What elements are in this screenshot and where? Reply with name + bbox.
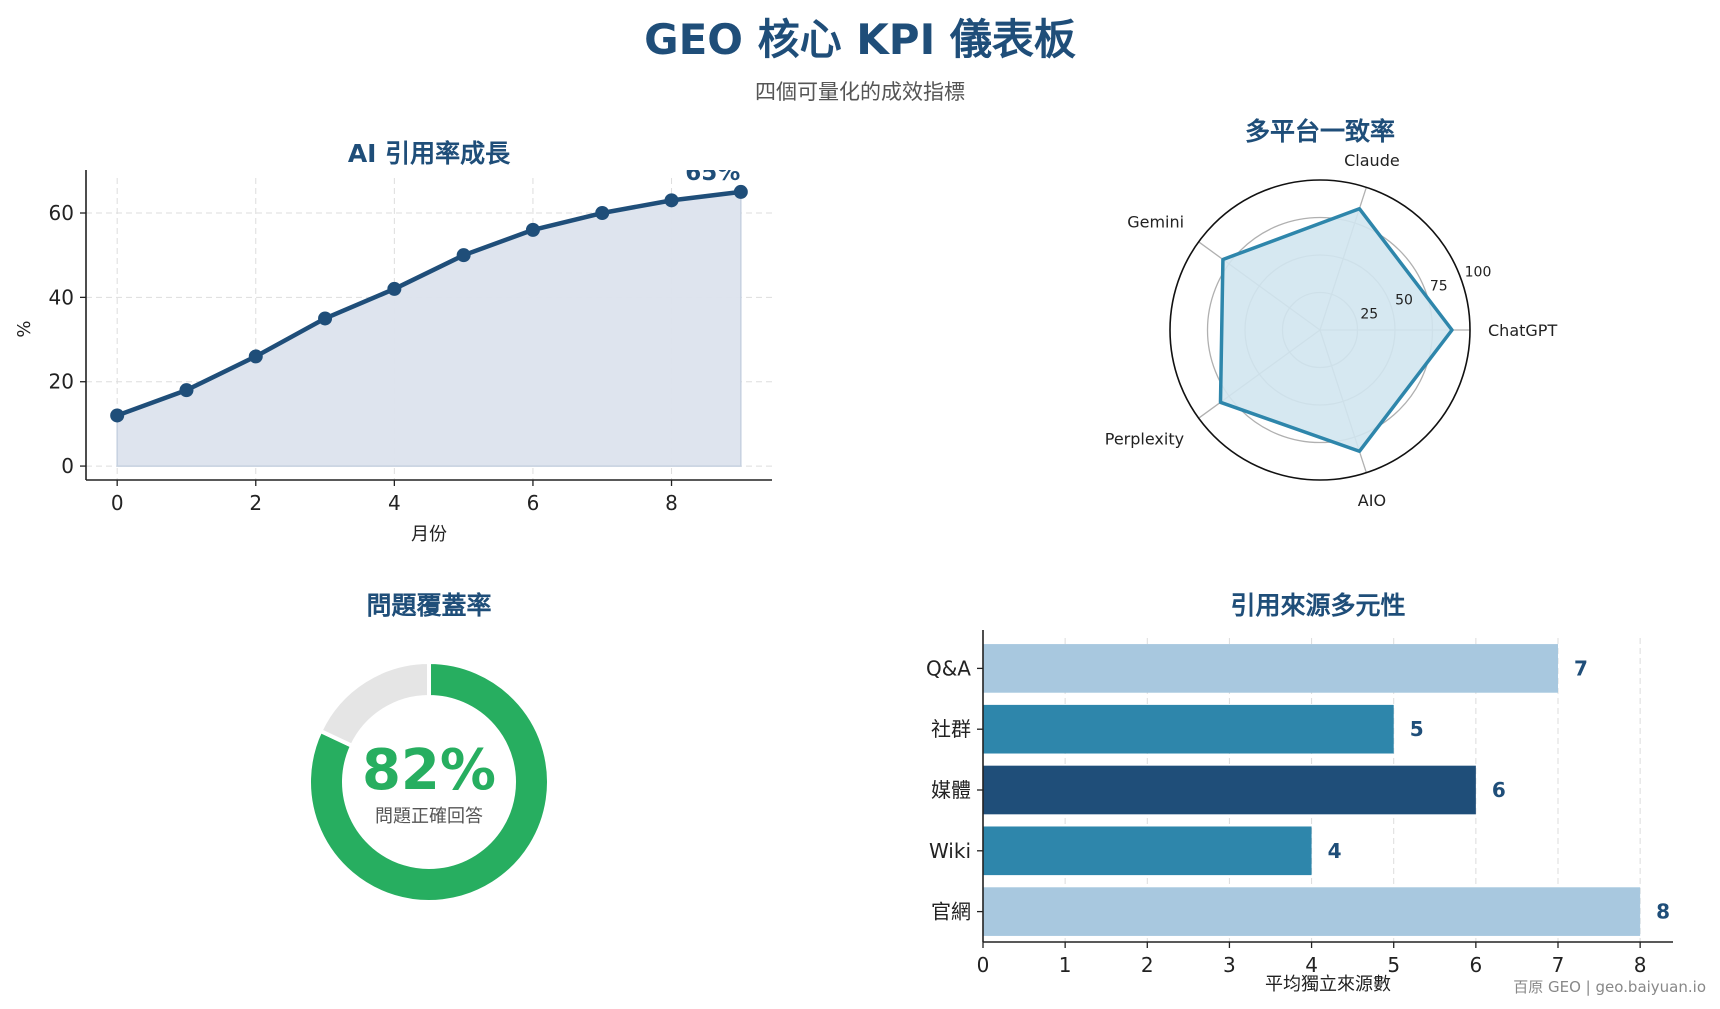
category-label: Q&A bbox=[926, 656, 971, 680]
radar-axis-label: Claude bbox=[1344, 151, 1400, 170]
x-tick-label: 4 bbox=[388, 491, 401, 515]
x-tick-label: 4 bbox=[1305, 953, 1318, 977]
footer-credit: 百原 GEO | geo.baiyuan.io bbox=[1513, 978, 1706, 996]
y-tick-label: 20 bbox=[49, 370, 74, 394]
radar-axis-label: AIO bbox=[1358, 491, 1386, 510]
radar-tick-label: 25 bbox=[1360, 307, 1378, 323]
radar-tick-label: 50 bbox=[1395, 293, 1413, 309]
category-label: Wiki bbox=[929, 839, 971, 863]
line-chart-title: AI 引用率成長 bbox=[347, 139, 511, 168]
annotation-label: 65% bbox=[685, 170, 740, 186]
page-subtitle: 四個可量化的成效指標 bbox=[755, 80, 965, 104]
page-title: GEO 核心 KPI 儀表板 bbox=[644, 15, 1076, 64]
radar-axis-label: Perplexity bbox=[1105, 430, 1184, 449]
series-area bbox=[116, 191, 742, 467]
donut-slice-uncovered bbox=[317, 659, 431, 749]
radar-tick-label: 100 bbox=[1465, 265, 1492, 281]
data-point bbox=[733, 184, 748, 199]
data-point bbox=[525, 222, 540, 237]
bar-chart-title: 引用來源多元性 bbox=[1230, 591, 1406, 620]
radar-outer-ring bbox=[1169, 179, 1471, 481]
donut-slice-covered bbox=[307, 659, 551, 904]
donut-chart bbox=[307, 659, 551, 904]
bar-value-label: 8 bbox=[1656, 900, 1670, 924]
x-tick-label: 0 bbox=[111, 491, 124, 515]
data-point bbox=[387, 281, 402, 296]
x-tick-label: 5 bbox=[1387, 953, 1400, 977]
line-chart: 0 2 4 6 8 0 20 40 60 月份% 65% bbox=[14, 170, 772, 545]
data-point bbox=[456, 248, 471, 263]
bar-chart: 7 Q&A 5 社群 6 媒體 4 Wiki 8 官網 0 1 2 3 4 5 6 7 8 平均獨立來源數 bbox=[926, 630, 1673, 995]
x-tick-label: 8 bbox=[1634, 953, 1647, 977]
bar bbox=[983, 887, 1641, 936]
radar-chart-title: 多平台一致率 bbox=[1244, 117, 1395, 146]
x-tick-label: 0 bbox=[977, 953, 990, 977]
radar-tick-label: 75 bbox=[1430, 279, 1448, 295]
x-tick-label: 2 bbox=[249, 491, 262, 515]
y-tick-label: 60 bbox=[49, 201, 74, 225]
y-tick-label: 40 bbox=[49, 285, 74, 309]
donut-center-value: 82% bbox=[361, 738, 497, 803]
y-axis-label: % bbox=[14, 320, 35, 337]
x-tick-label: 2 bbox=[1141, 953, 1154, 977]
series-line bbox=[116, 189, 742, 418]
radar-axis-label: Gemini bbox=[1127, 212, 1184, 231]
x-tick-label: 6 bbox=[527, 491, 540, 515]
data-point bbox=[179, 383, 194, 398]
bar-value-label: 5 bbox=[1410, 717, 1424, 741]
radar-chart: 25 50 75 100 ChatGPT Claude Gemini Perplexity AI… bbox=[1105, 151, 1558, 510]
y-tick-label: 0 bbox=[61, 454, 74, 478]
donut-center-label: 問題正確回答 bbox=[375, 806, 483, 827]
x-axis-label: 平均獨立來源數 bbox=[1265, 974, 1391, 995]
bar bbox=[983, 765, 1476, 815]
data-point bbox=[110, 408, 125, 423]
data-point bbox=[318, 311, 333, 326]
x-tick-label: 8 bbox=[665, 491, 678, 515]
category-label: 官網 bbox=[931, 900, 971, 924]
bar-value-label: 7 bbox=[1574, 656, 1588, 680]
bar-value-label: 4 bbox=[1328, 839, 1342, 863]
x-tick-label: 3 bbox=[1223, 953, 1236, 977]
data-point bbox=[595, 206, 610, 221]
donut-center-text: 82% 問題正確回答 bbox=[309, 740, 549, 828]
bar bbox=[983, 826, 1312, 876]
x-tick-label: 1 bbox=[1059, 953, 1072, 977]
radar-axis-label: ChatGPT bbox=[1488, 321, 1557, 340]
bar-value-label: 6 bbox=[1492, 778, 1506, 802]
data-point bbox=[664, 193, 679, 208]
bar bbox=[983, 704, 1394, 754]
category-label: 媒體 bbox=[931, 778, 971, 802]
donut-chart-title: 問題覆蓋率 bbox=[366, 591, 492, 620]
bar bbox=[983, 644, 1558, 693]
x-axis-label: 月份 bbox=[411, 524, 447, 545]
radar-series bbox=[1218, 206, 1454, 454]
x-tick-label: 7 bbox=[1552, 953, 1565, 977]
category-label: 社群 bbox=[931, 717, 971, 741]
data-point bbox=[248, 349, 263, 364]
x-tick-label: 6 bbox=[1469, 953, 1482, 977]
